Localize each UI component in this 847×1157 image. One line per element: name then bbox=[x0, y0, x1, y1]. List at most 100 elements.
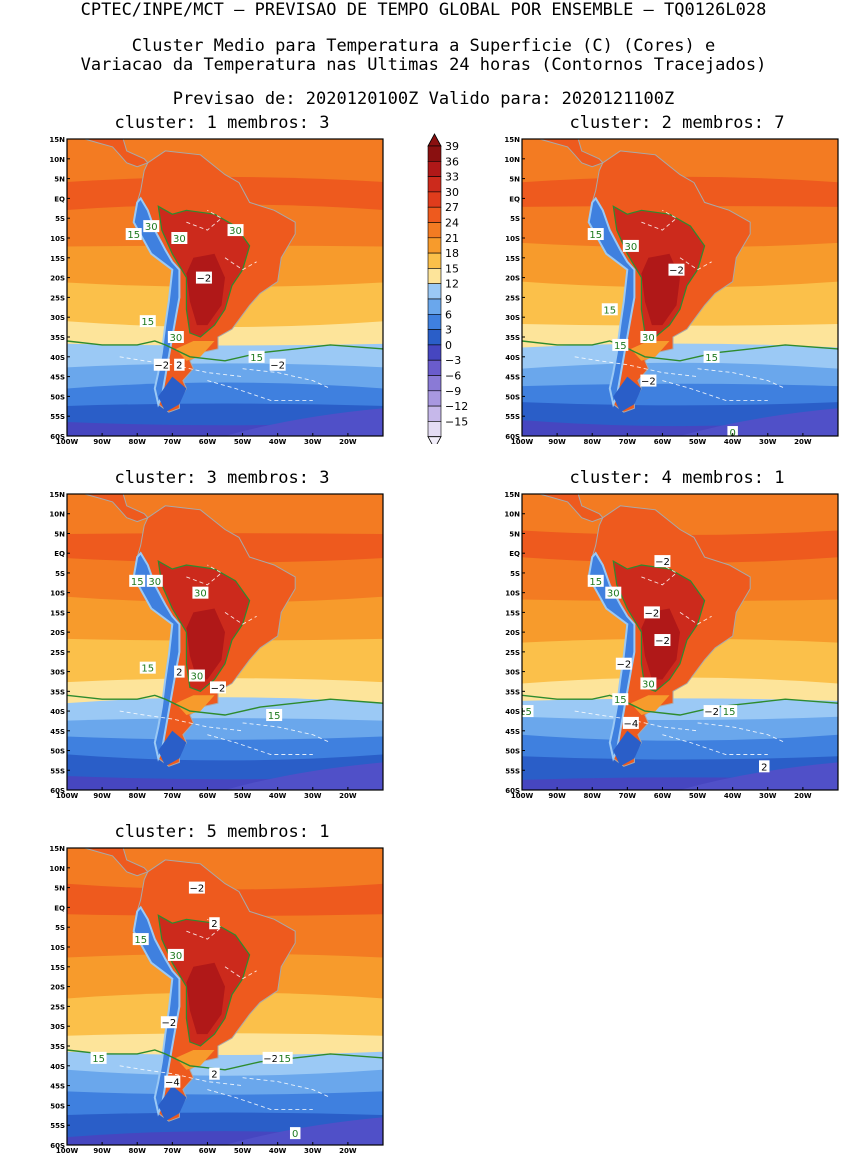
lat-tick-label: EQ bbox=[54, 550, 65, 558]
lon-tick-label: 30W bbox=[304, 438, 322, 446]
contour-label: −2 bbox=[269, 358, 286, 372]
contour-label: 15 bbox=[587, 574, 604, 588]
svg-text:15: 15 bbox=[134, 935, 147, 946]
contour-label: −2 bbox=[703, 705, 720, 718]
svg-text:−2: −2 bbox=[655, 636, 670, 647]
lon-tick-label: 80W bbox=[583, 438, 601, 446]
lat-tick-label: 35S bbox=[50, 334, 65, 342]
colorbar-swatch bbox=[427, 344, 442, 361]
svg-text:15: 15 bbox=[614, 341, 627, 352]
subtitle-line-2: Variacao da Temperatura nas Ultimas 24 h… bbox=[80, 55, 767, 75]
svg-text:−2: −2 bbox=[211, 683, 226, 694]
contour-label: 15 bbox=[139, 661, 156, 675]
svg-text:−2: −2 bbox=[641, 377, 656, 388]
lat-tick-label: 5N bbox=[509, 176, 520, 184]
lon-tick-label: 60W bbox=[199, 438, 217, 446]
lat-tick-label: 5N bbox=[54, 885, 65, 893]
lon-tick-label: 50W bbox=[234, 438, 252, 446]
colorbar-swatch bbox=[427, 160, 442, 177]
lat-tick-label: 40S bbox=[50, 354, 65, 362]
lon-tick-label: 40W bbox=[724, 438, 742, 446]
lat-tick-label: 5S bbox=[55, 215, 65, 223]
lon-tick-label: 60W bbox=[199, 1147, 217, 1155]
lat-tick-label: 15N bbox=[49, 136, 65, 144]
colorbar-swatch bbox=[427, 390, 442, 407]
svg-text:15: 15 bbox=[614, 695, 627, 706]
contour-label: −2 bbox=[262, 1051, 279, 1065]
colorbar-label: −9 bbox=[445, 385, 461, 398]
colorbar-label: 6 bbox=[445, 308, 452, 321]
svg-text:30: 30 bbox=[194, 589, 207, 600]
lat-tick-label: 5N bbox=[54, 176, 65, 184]
svg-text:−2: −2 bbox=[669, 266, 684, 277]
lat-tick-label: 45S bbox=[50, 1083, 65, 1091]
contour-label: 30 bbox=[622, 239, 639, 253]
lat-tick-label: EQ bbox=[509, 550, 520, 558]
colorbar-label: 12 bbox=[445, 278, 459, 291]
lat-tick-label: 25S bbox=[50, 1003, 65, 1011]
svg-text:30: 30 bbox=[173, 234, 186, 245]
svg-text:−2: −2 bbox=[161, 1018, 176, 1029]
lat-tick-label: 5S bbox=[510, 215, 520, 223]
lat-tick-label: 25S bbox=[50, 294, 65, 302]
lat-tick-label: 10N bbox=[504, 511, 520, 519]
lat-tick-label: 20S bbox=[505, 629, 520, 637]
lat-tick-label: 40S bbox=[50, 1063, 65, 1071]
svg-text:15: 15 bbox=[519, 707, 532, 718]
lat-tick-label: 35S bbox=[505, 334, 520, 342]
lat-tick-label: 50S bbox=[505, 393, 520, 401]
contour-label: 15 bbox=[90, 1051, 107, 1065]
svg-text:30: 30 bbox=[169, 333, 182, 344]
lat-tick-label: 10N bbox=[49, 511, 65, 519]
contour-label: 30 bbox=[188, 669, 205, 683]
contour-label: 15 bbox=[266, 709, 283, 722]
colorbar-swatch bbox=[427, 191, 442, 208]
cluster-2-title: cluster: 2 membros: 7 bbox=[569, 113, 785, 133]
colorbar-label: 39 bbox=[445, 140, 459, 153]
lon-tick-label: 20W bbox=[794, 438, 812, 446]
lat-tick-label: 10N bbox=[49, 865, 65, 873]
lat-tick-label: 40S bbox=[505, 708, 520, 716]
lat-tick-label: 55S bbox=[505, 413, 520, 421]
lat-tick-label: 25S bbox=[505, 649, 520, 657]
lon-tick-label: 50W bbox=[234, 792, 252, 800]
lat-tick-label: 20S bbox=[505, 275, 520, 283]
lon-tick-label: 100W bbox=[56, 438, 79, 446]
svg-text:2: 2 bbox=[211, 1070, 217, 1081]
lon-tick-label: 90W bbox=[548, 438, 566, 446]
contour-label: 30 bbox=[143, 220, 160, 233]
colorbar-label: 30 bbox=[445, 186, 459, 199]
svg-text:−2: −2 bbox=[154, 361, 169, 372]
lat-tick-label: 60S bbox=[50, 1142, 65, 1150]
svg-text:15: 15 bbox=[603, 305, 616, 316]
svg-text:−2: −2 bbox=[190, 884, 205, 895]
svg-text:2: 2 bbox=[211, 919, 217, 930]
colorbar-swatch bbox=[427, 268, 442, 284]
lon-tick-label: 100W bbox=[56, 792, 79, 800]
lat-tick-label: 60S bbox=[505, 787, 520, 795]
lat-tick-label: 20S bbox=[50, 275, 65, 283]
svg-text:30: 30 bbox=[148, 577, 161, 588]
contour-label: 30 bbox=[167, 948, 184, 962]
contour-label: 2 bbox=[174, 665, 185, 679]
colorbar-swatch bbox=[427, 405, 442, 422]
cluster-2-map: 15 30 −2 15 15 30 15 −2 0 15N 10N 5N EQ 5S 10S 15S 20S 25… bbox=[504, 136, 839, 446]
colorbar-label: 21 bbox=[445, 232, 459, 245]
svg-text:15: 15 bbox=[705, 353, 718, 364]
lat-tick-label: 30S bbox=[50, 669, 65, 677]
lat-tick-label: 25S bbox=[50, 649, 65, 657]
lat-tick-label: 10S bbox=[50, 944, 65, 952]
svg-text:0: 0 bbox=[292, 1129, 298, 1140]
lat-tick-label: 5N bbox=[509, 530, 520, 538]
lat-tick-label: 60S bbox=[50, 787, 65, 795]
lat-tick-label: 5S bbox=[510, 570, 520, 578]
contour-label: 15 bbox=[703, 350, 720, 364]
lat-tick-label: 35S bbox=[50, 1043, 65, 1051]
lon-tick-label: 60W bbox=[654, 438, 672, 446]
svg-text:15: 15 bbox=[250, 353, 263, 364]
colorbar-swatch bbox=[427, 145, 442, 162]
contour-label: 30 bbox=[605, 586, 622, 600]
contour-label: 2 bbox=[209, 1067, 220, 1081]
lat-tick-label: 35S bbox=[505, 688, 520, 696]
